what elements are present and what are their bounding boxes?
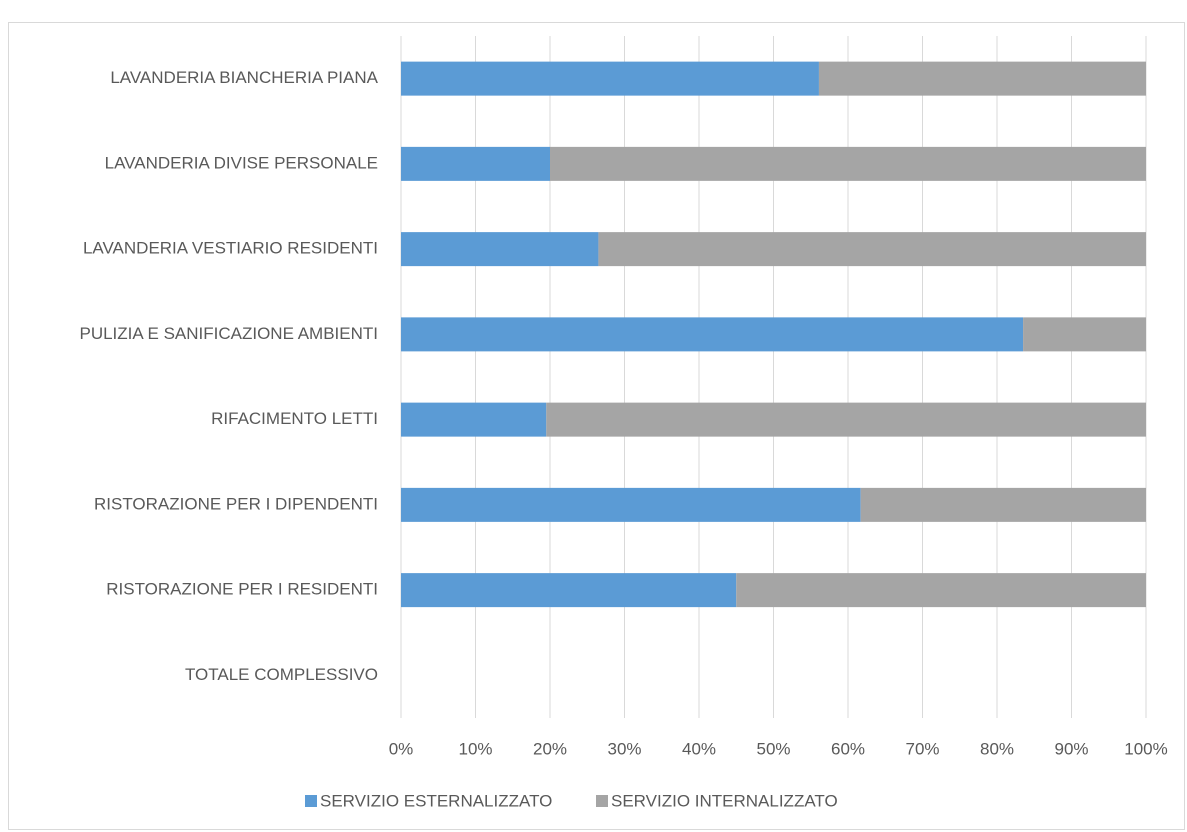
x-tick-label: 10% xyxy=(458,739,492,758)
y-tick-label: TOTALE COMPLESSIVO xyxy=(185,665,378,684)
x-tick-label: 80% xyxy=(980,739,1014,758)
bar xyxy=(550,146,1146,181)
bar xyxy=(546,402,1146,437)
x-tick-label: 50% xyxy=(756,739,790,758)
y-tick-label: RISTORAZIONE PER I RESIDENTI xyxy=(106,580,378,599)
bar xyxy=(736,573,1146,608)
bar xyxy=(401,61,819,96)
bar xyxy=(401,232,599,267)
y-tick-label: RIFACIMENTO LETTI xyxy=(211,409,378,428)
legend-label: SERVIZIO INTERNALIZZATO xyxy=(611,791,838,810)
bar xyxy=(1023,317,1146,352)
bar xyxy=(401,317,1024,352)
x-tick-label: 70% xyxy=(905,739,939,758)
bar xyxy=(401,573,737,608)
legend-swatch xyxy=(305,795,317,807)
y-tick-label: LAVANDERIA BIANCHERIA PIANA xyxy=(110,68,378,87)
bar xyxy=(818,61,1146,96)
bar xyxy=(401,146,550,181)
x-tick-label: 20% xyxy=(533,739,567,758)
y-tick-label: LAVANDERIA VESTIARIO RESIDENTI xyxy=(83,239,378,258)
x-tick-label: 40% xyxy=(682,739,716,758)
x-tick-label: 0% xyxy=(389,739,414,758)
legend-swatch xyxy=(596,795,608,807)
bar xyxy=(401,487,861,522)
bar xyxy=(598,232,1146,267)
y-tick-label: RISTORAZIONE PER I DIPENDENTI xyxy=(94,494,378,513)
bar xyxy=(401,402,547,437)
x-tick-label: 30% xyxy=(607,739,641,758)
bar xyxy=(860,487,1146,522)
x-tick-label: 100% xyxy=(1124,739,1167,758)
legend-label: SERVIZIO ESTERNALIZZATO xyxy=(320,791,552,810)
y-tick-label: PULIZIA E SANIFICAZIONE AMBIENTI xyxy=(79,324,378,343)
x-tick-label: 90% xyxy=(1054,739,1088,758)
y-tick-label: LAVANDERIA DIVISE PERSONALE xyxy=(105,153,378,172)
x-tick-label: 60% xyxy=(831,739,865,758)
